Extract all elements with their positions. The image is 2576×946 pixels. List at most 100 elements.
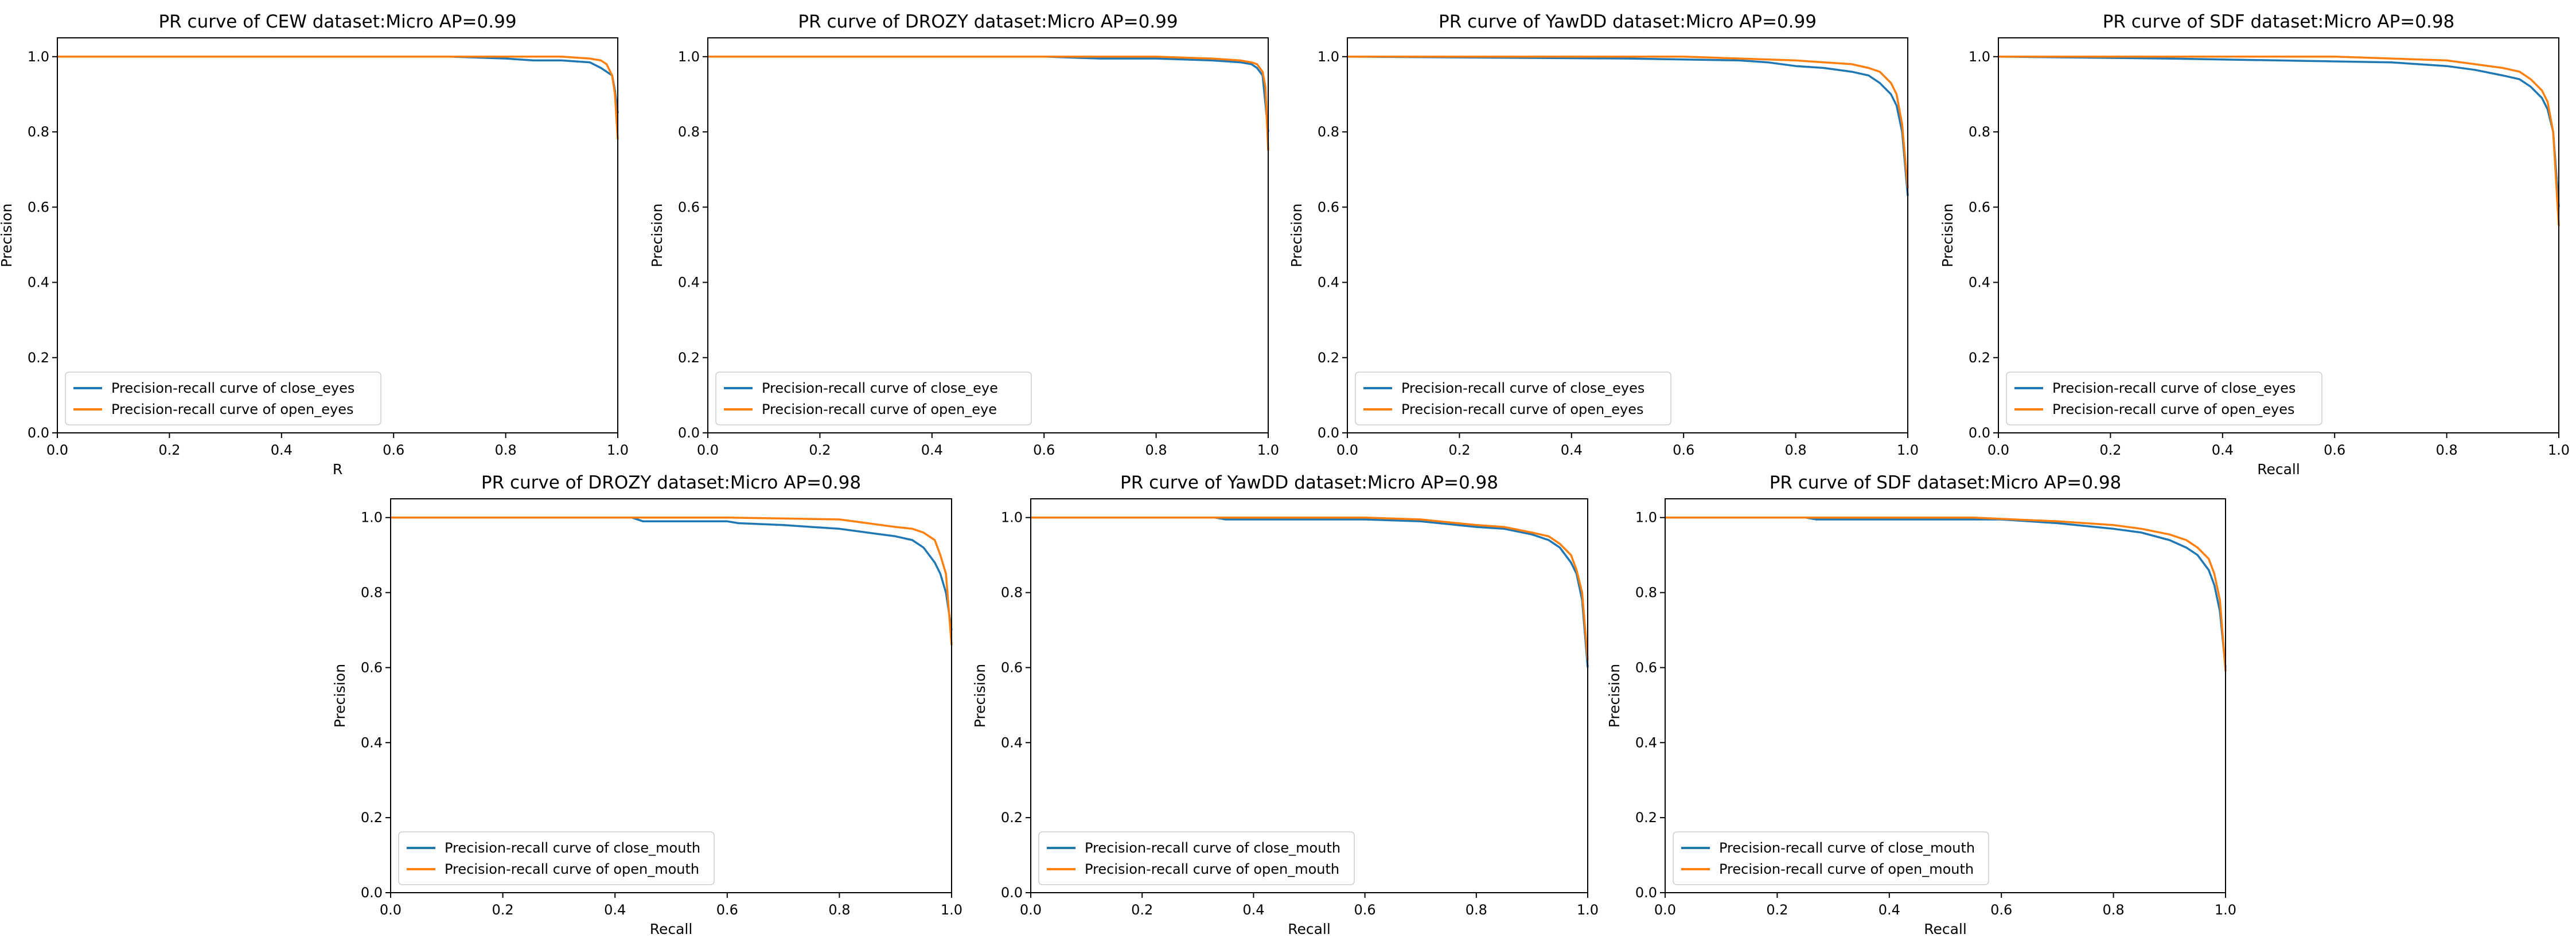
chart-title: PR curve of YawDD dataset:Micro AP=0.99	[1439, 11, 1817, 32]
legend-label: Precision-recall curve of open_mouth	[445, 861, 699, 877]
y-tick-label: 1.0	[1001, 510, 1023, 526]
chart-panel: PR curve of SDF dataset:Micro AP=0.98 0.0…	[1606, 472, 2236, 937]
series-line	[1031, 516, 1589, 660]
x-tick-label: 0.8	[1145, 442, 1167, 458]
y-tick-label: 0.8	[1318, 124, 1339, 140]
y-tick-label: 0.2	[678, 350, 700, 366]
legend-box	[65, 372, 381, 425]
axes-frame	[1030, 498, 1588, 893]
chart-panel: PR curve of CEW dataset:Micro AP=0.99 0.0…	[0, 11, 629, 478]
legend-label: Precision-recall curve of open_mouth	[1719, 861, 1974, 877]
x-tick-label: 0.8	[2103, 902, 2125, 918]
y-tick-label: 0.4	[1001, 734, 1023, 750]
y-tick-label: 1.0	[1318, 49, 1339, 65]
legend-box	[1038, 831, 1355, 885]
axes-frame	[1665, 498, 2226, 893]
chart-panel: PR curve of YawDD dataset:Micro AP=0.99 0…	[1288, 11, 1919, 458]
y-tick-label: 0.0	[1969, 425, 1990, 441]
series-line	[708, 56, 1269, 132]
x-tick-label: 0.4	[604, 902, 626, 918]
x-tick-label: 1.0	[1257, 442, 1279, 458]
x-axis-label: Recall	[1288, 921, 1331, 937]
y-tick-label: 0.2	[1635, 810, 1657, 826]
y-axis-label: Precision	[972, 664, 988, 728]
y-tick-label: 0.4	[28, 275, 49, 291]
x-tick-label: 0.6	[1033, 442, 1055, 458]
x-tick-label: 0.2	[492, 902, 514, 918]
chart-title: PR curve of SDF dataset:Micro AP=0.98	[2103, 11, 2455, 32]
y-tick-label: 0.4	[678, 275, 700, 291]
y-tick-label: 0.8	[678, 124, 700, 140]
x-tick-label: 0.0	[1987, 442, 2009, 458]
legend-label: Precision-recall curve of open_mouth	[1085, 861, 1339, 877]
x-axis-label: Recall	[2257, 461, 2300, 478]
x-tick-label: 1.0	[607, 442, 629, 458]
chart-panel: PR curve of DROZY dataset:Micro AP=0.99 0…	[649, 11, 1279, 458]
axes-frame	[57, 37, 618, 433]
y-axis-label: Precision	[1606, 664, 1623, 728]
legend-label: Precision-recall curve of close_mouth	[1085, 840, 1340, 856]
x-tick-label: 0.6	[2324, 442, 2345, 458]
legend-label: Precision-recall curve of open_eye	[762, 401, 997, 417]
legend-box	[715, 372, 1032, 425]
y-tick-label: 0.2	[361, 810, 383, 826]
x-axis-label: Recall	[650, 921, 693, 937]
x-tick-label: 0.6	[383, 442, 404, 458]
series-line	[391, 516, 953, 631]
x-tick-label: 0.2	[1766, 902, 1788, 918]
y-tick-label: 0.8	[28, 124, 49, 140]
y-tick-label: 0.4	[1318, 275, 1339, 291]
legend-label: Precision-recall curve of close_eye	[762, 380, 998, 396]
series-line	[1998, 56, 2560, 226]
y-axis-label: Precision	[1288, 204, 1305, 268]
x-tick-label: 1.0	[1897, 442, 1919, 458]
x-axis-label: Recall	[1924, 921, 1967, 937]
y-axis-label: Precision	[0, 204, 15, 268]
legend-box	[1673, 831, 1989, 885]
x-tick-label: 0.2	[809, 442, 831, 458]
y-tick-label: 1.0	[1969, 49, 1990, 65]
x-tick-label: 0.4	[1561, 442, 1583, 458]
y-tick-label: 0.0	[678, 425, 700, 441]
series-line	[57, 56, 619, 114]
x-tick-label: 0.8	[495, 442, 517, 458]
y-tick-label: 1.0	[361, 510, 383, 526]
x-tick-label: 0.2	[1131, 902, 1153, 918]
chart-title: PR curve of CEW dataset:Micro AP=0.99	[158, 11, 516, 32]
legend-box	[398, 831, 715, 885]
x-tick-label: 0.0	[380, 902, 402, 918]
legend-label: Precision-recall curve of close_mouth	[445, 840, 700, 856]
x-tick-label: 1.0	[2215, 902, 2236, 918]
legend-label: Precision-recall curve of close_eyes	[1401, 380, 1644, 396]
x-tick-label: 0.2	[2099, 442, 2121, 458]
x-tick-label: 0.6	[716, 902, 738, 918]
y-tick-label: 0.6	[361, 659, 383, 675]
x-tick-label: 1.0	[1577, 902, 1599, 918]
axes-frame	[1998, 37, 2559, 433]
x-tick-label: 0.8	[2436, 442, 2458, 458]
x-tick-label: 0.0	[1336, 442, 1358, 458]
y-tick-label: 0.8	[1635, 585, 1657, 601]
y-tick-label: 0.6	[1635, 659, 1657, 675]
y-tick-label: 0.2	[1969, 350, 1990, 366]
y-tick-label: 0.0	[1001, 885, 1023, 901]
y-tick-label: 0.2	[28, 350, 49, 366]
chart-title: PR curve of YawDD dataset:Micro AP=0.98	[1120, 472, 1498, 493]
y-axis-label: Precision	[332, 664, 348, 728]
legend-label: Precision-recall curve of close_eyes	[111, 380, 354, 396]
axes-frame	[390, 498, 952, 893]
x-tick-label: 0.2	[1448, 442, 1470, 458]
legend-label: Precision-recall curve of close_mouth	[1719, 840, 1975, 856]
x-tick-label: 0.4	[271, 442, 293, 458]
y-tick-label: 0.6	[1318, 199, 1339, 215]
y-tick-label: 0.4	[1969, 275, 1990, 291]
x-tick-label: 0.4	[921, 442, 943, 458]
legend-box	[1355, 372, 1671, 425]
legend-label: Precision-recall curve of open_eyes	[111, 401, 353, 417]
y-tick-label: 0.8	[361, 585, 383, 601]
y-tick-label: 0.0	[361, 885, 383, 901]
y-tick-label: 1.0	[678, 49, 700, 65]
chart-title: PR curve of DROZY dataset:Micro AP=0.99	[798, 11, 1178, 32]
series-line	[1347, 56, 1909, 189]
x-tick-label: 0.6	[1673, 442, 1694, 458]
